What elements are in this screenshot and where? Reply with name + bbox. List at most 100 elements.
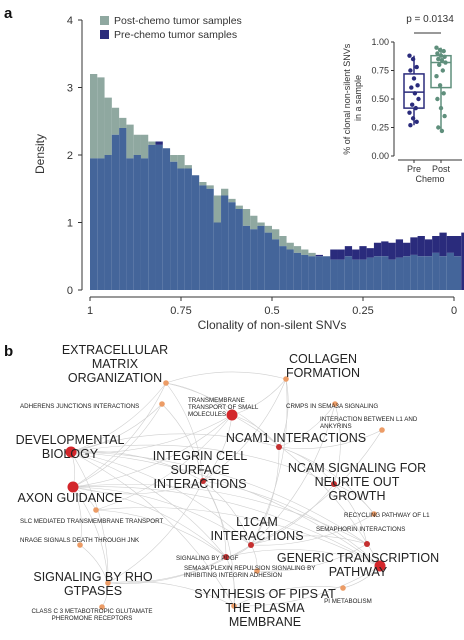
network-node	[340, 585, 346, 591]
overlap-bar	[133, 155, 141, 290]
pre-bar	[337, 249, 345, 260]
overlap-bar	[279, 246, 287, 290]
network-node-label-line: SIGNALING BY RHO	[33, 570, 153, 584]
network-node-label-line: ORGANIZATION	[68, 371, 162, 385]
network-edge	[107, 544, 252, 584]
network-edge	[233, 565, 381, 607]
overlap-bar	[126, 158, 134, 290]
network-edge	[333, 403, 341, 485]
overlap-bar	[221, 195, 229, 290]
overlap-bar	[119, 128, 127, 290]
network-node-label-line: ADHERENS JUNCTIONS INTERACTIONS	[20, 403, 139, 410]
inset-point	[439, 128, 445, 134]
pre-bar	[366, 248, 374, 258]
overlap-bar	[366, 257, 374, 290]
network-node-label-line: SURFACE	[170, 463, 229, 477]
pre-bar	[315, 254, 323, 257]
histogram-x-tick-label: 0.25	[352, 305, 373, 317]
pre-bar	[432, 236, 440, 253]
post-bar	[140, 134, 149, 159]
network-node	[371, 511, 377, 517]
inset-x-tick-label: Post	[432, 164, 451, 174]
network-edge	[250, 513, 375, 546]
network-edge	[278, 429, 383, 449]
overlap-bar	[330, 259, 338, 290]
post-bar	[221, 188, 229, 196]
network-node	[364, 541, 370, 547]
overlap-bar	[155, 144, 163, 290]
histogram-y-tick-label: 2	[67, 150, 73, 162]
overlap-bar	[162, 148, 171, 290]
network-node-label: NRAGE SIGNALS DEATH THROUGH JNK	[20, 537, 140, 544]
pre-bar	[446, 236, 454, 253]
network-edge	[79, 544, 109, 584]
network-node	[200, 478, 206, 484]
inset-point	[408, 123, 413, 128]
network-edge	[333, 483, 375, 515]
inset-point	[410, 116, 416, 121]
overlap-bar	[424, 256, 433, 290]
network-nodes	[65, 376, 386, 610]
overlap-bar	[373, 256, 382, 290]
network-node-label-line: FORMATION	[286, 366, 360, 380]
network-edge	[70, 451, 252, 546]
overlap-bar	[381, 256, 389, 290]
network-node	[248, 542, 254, 548]
inset-x-axis-label: Chemo	[415, 174, 444, 184]
inset-point	[408, 68, 413, 73]
post-bar	[199, 182, 207, 186]
panel-a-label: a	[4, 5, 13, 22]
inset-point	[413, 105, 418, 111]
histogram-x-tick-label: 1	[87, 305, 93, 317]
network-node-label-line: SLC MEDIATED TRANSMEMBRANE TRANSPORT	[20, 518, 163, 525]
overlap-bar	[170, 161, 178, 290]
pre-bar	[395, 239, 404, 258]
post-bar	[257, 222, 265, 226]
inset-y-tick-label: 0.00	[371, 151, 389, 161]
post-bar	[170, 155, 178, 162]
network-edge	[165, 382, 280, 448]
overlap-bar	[308, 256, 316, 290]
pre-bar	[403, 242, 411, 257]
overlap-bar	[250, 229, 258, 290]
network-edge	[72, 486, 381, 567]
inset-y-axis-label: % of clonal non-silent SNVs in a sample	[342, 41, 363, 155]
pre-bar	[388, 242, 396, 260]
overlap-bar	[191, 175, 200, 290]
pre-bar	[344, 246, 353, 257]
network-node-label: NCAM1 INTERACTIONS	[226, 431, 366, 445]
network-node-label-line: MEMBRANE	[229, 615, 301, 629]
post-bar	[133, 134, 141, 155]
network-node	[77, 542, 83, 548]
network-node-label: COLLAGEN FORMATION	[286, 352, 360, 380]
network-node-label-line: NCAM1 INTERACTIONS	[226, 431, 366, 445]
network-edge	[72, 486, 109, 584]
overlap-bar	[228, 202, 236, 290]
inset-y-axis-label-line2: in a sample	[353, 75, 363, 121]
network-node	[276, 444, 282, 450]
histogram-x-axis-label: Clonality of non-silent SNVs	[198, 318, 347, 332]
network-node	[163, 380, 169, 386]
inset-y-tick-label: 0.75	[371, 66, 389, 76]
network-node-label-line: PI METABOLISM	[324, 598, 372, 605]
inset-point	[437, 47, 443, 53]
inset-pvalue-label: p = 0.0134	[406, 14, 454, 25]
overlap-bar	[446, 252, 454, 290]
overlap-bar	[140, 158, 149, 290]
network-node-label-line: GTPASES	[64, 584, 122, 598]
legend-pre-label: Pre-chemo tumor samples	[114, 29, 237, 41]
overlap-bar	[359, 259, 367, 290]
post-bar	[264, 225, 272, 233]
network-edge	[202, 378, 287, 482]
histogram-y-tick-label: 0	[67, 285, 73, 297]
overlap-bar	[432, 252, 440, 290]
network-node-label-line: SEMA3A PLEXIN REPULSION SIGNALING BY	[184, 565, 315, 572]
post-bar	[206, 185, 214, 189]
network-node-label-line: SYNTHESIS OF PIPS AT	[194, 587, 336, 601]
network-node-label-line: INTEGRIN CELL	[153, 449, 248, 463]
histogram-x-tick-label: 0	[451, 305, 457, 317]
network-node-label-line: ANKYRINS	[320, 423, 352, 430]
inset-y-tick-label: 0.25	[371, 123, 389, 133]
inset-point	[439, 58, 445, 63]
